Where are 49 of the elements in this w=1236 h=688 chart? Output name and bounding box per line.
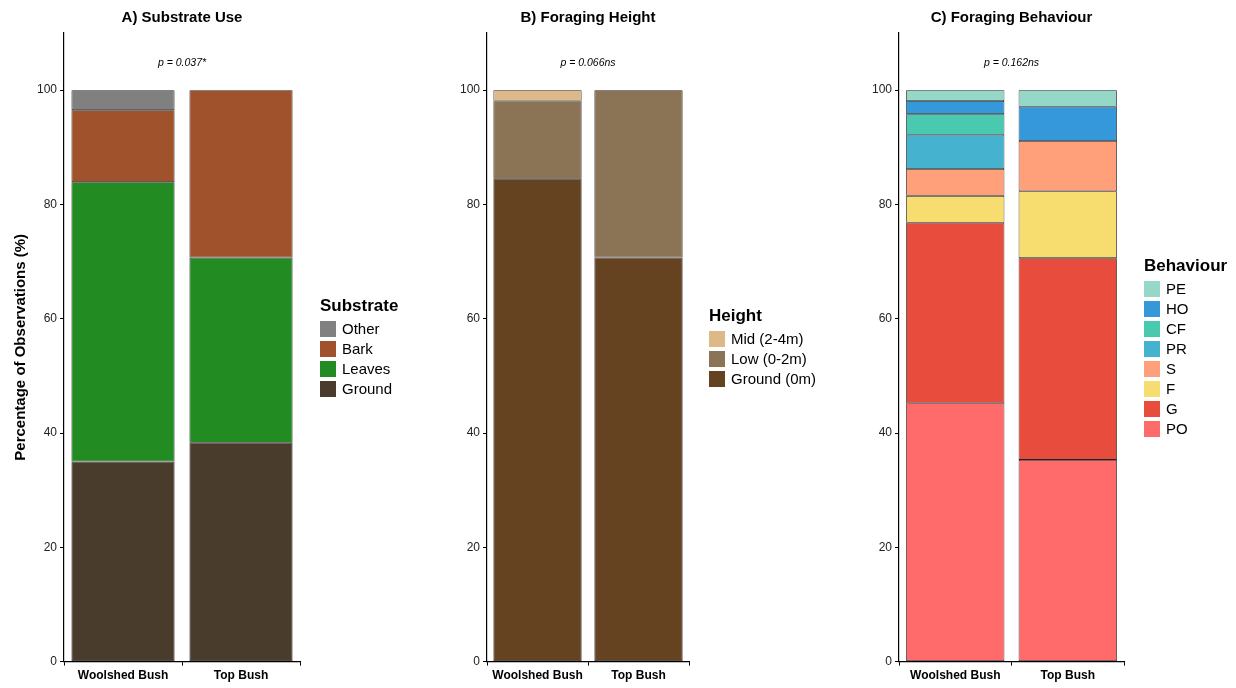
x-tick-label: Top Bush xyxy=(1040,668,1095,683)
y-tick-label: 80 xyxy=(878,196,893,211)
legend-label: Bark xyxy=(342,340,373,358)
legend-title: Substrate xyxy=(320,295,399,316)
y-tick-label: 40 xyxy=(466,425,481,440)
legend-label: F xyxy=(1166,380,1176,398)
y-tick-label: 40 xyxy=(878,425,893,440)
legend-label: PO xyxy=(1166,420,1188,438)
legend-label: CF xyxy=(1166,320,1186,338)
y-tick-label: 80 xyxy=(466,196,481,211)
legend-label: Low (0-2m) xyxy=(731,350,807,368)
x-tick-label: Woolshed Bush xyxy=(77,668,169,683)
legend-label: Mid (2-4m) xyxy=(731,330,804,348)
y-tick-label: 20 xyxy=(43,539,58,554)
y-tick-label: 0 xyxy=(885,653,893,668)
chart-title: B) Foraging Height xyxy=(520,8,656,25)
annotation: p = 0.162ns xyxy=(982,56,1040,68)
chart-title: A) Substrate Use xyxy=(121,8,243,25)
legend-label: G xyxy=(1166,400,1178,418)
legend-label: HO xyxy=(1166,300,1189,318)
legend-label: Leaves xyxy=(342,360,391,378)
legend-label: Ground xyxy=(342,380,393,398)
x-tick-label: Woolshed Bush xyxy=(910,668,1001,683)
legend-title: Behaviour xyxy=(1144,255,1228,276)
annotation: p = 0.037* xyxy=(156,56,208,68)
y-tick-label: 100 xyxy=(36,82,58,97)
y-tick-label: 20 xyxy=(466,539,481,554)
legend-title: Height xyxy=(709,305,763,326)
y-tick-label: 60 xyxy=(466,311,481,326)
legend-label: Ground (0m) xyxy=(731,370,817,388)
annotation: p = 0.066ns xyxy=(559,56,617,68)
y-tick-label: 100 xyxy=(459,82,481,97)
x-tick-label: Woolshed Bush xyxy=(492,668,583,683)
x-tick-label: Top Bush xyxy=(611,668,666,683)
y-tick-label: 0 xyxy=(473,653,481,668)
y-tick-label: 0 xyxy=(50,653,58,668)
legend-label: Other xyxy=(342,320,380,338)
legend-label: PR xyxy=(1166,340,1187,358)
chart-title: C) Foraging Behaviour xyxy=(930,8,1093,25)
legend-label: PE xyxy=(1166,280,1187,298)
y-tick-label: 60 xyxy=(43,311,58,326)
x-tick-label: Top Bush xyxy=(213,668,269,683)
y-tick-label: 100 xyxy=(871,82,893,97)
y-tick-label: 40 xyxy=(43,425,58,440)
y-tick-label: 20 xyxy=(878,539,893,554)
y-tick-label: 80 xyxy=(43,196,58,211)
y-tick-label: 60 xyxy=(878,311,893,326)
legend-label: S xyxy=(1166,360,1177,378)
y-axis-title: Percentage of Observations (%) xyxy=(11,233,29,461)
